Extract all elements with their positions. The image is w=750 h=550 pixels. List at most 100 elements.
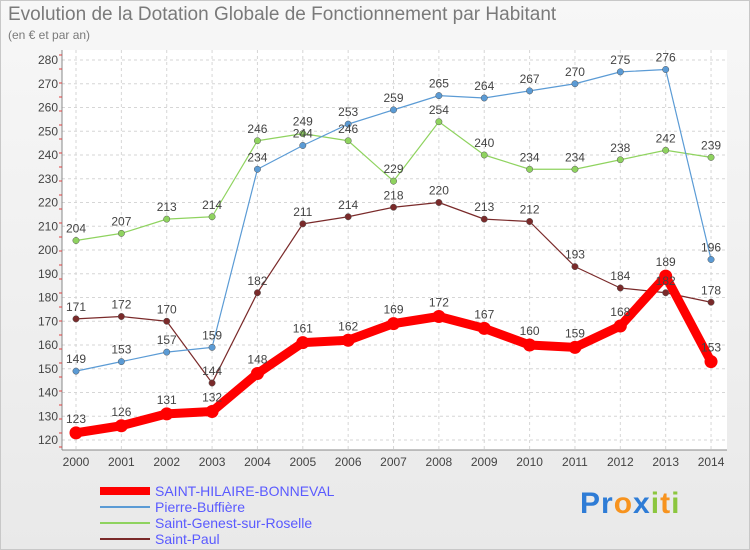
data-label: 270 [565, 65, 585, 79]
data-point [480, 151, 488, 159]
data-label: 239 [701, 138, 721, 152]
data-label: 182 [656, 274, 676, 288]
data-point [390, 203, 397, 211]
data-point [704, 355, 718, 369]
data-label: 159 [202, 328, 222, 342]
x-tick-label: 2014 [698, 455, 725, 469]
y-tick-label: 260 [38, 101, 58, 115]
data-point [72, 237, 80, 244]
data-point [117, 313, 125, 320]
x-tick-label: 2002 [153, 455, 180, 469]
logo-letter: r [601, 487, 614, 520]
data-point [435, 118, 443, 126]
axes: 120 130 140 150 160 170 180 190 200 210 220 230 240 2… [38, 50, 727, 469]
x-tick-label: 2012 [607, 455, 634, 469]
data-label: 212 [520, 203, 540, 217]
data-point [163, 317, 171, 325]
data-label: 254 [429, 103, 449, 117]
x-tick-label: 2007 [380, 455, 407, 469]
data-label: 184 [610, 269, 630, 283]
data-label: 193 [565, 248, 585, 262]
x-tick-label: 2006 [335, 455, 362, 469]
data-label: 246 [338, 122, 358, 136]
data-point [390, 106, 397, 114]
data-label: 196 [701, 241, 721, 255]
data-point [253, 165, 261, 173]
data-label: 168 [610, 305, 630, 319]
data-label: 131 [157, 393, 177, 407]
data-point [616, 68, 624, 76]
data-label: 189 [656, 255, 676, 269]
data-point [662, 289, 670, 297]
x-tick-label: 2000 [63, 455, 90, 469]
data-point [477, 321, 491, 335]
data-point [208, 379, 216, 387]
data-point [299, 220, 307, 228]
data-point [707, 256, 715, 263]
data-point [568, 340, 582, 354]
data-label: 169 [384, 303, 404, 317]
logo-letter: P [580, 487, 602, 520]
data-label: 229 [384, 162, 404, 176]
data-point [250, 367, 264, 380]
y-tick-label: 210 [38, 219, 58, 233]
data-label: 220 [429, 184, 449, 198]
data-point [341, 333, 355, 347]
data-point [117, 358, 125, 366]
data-label: 144 [202, 364, 222, 378]
data-point [526, 218, 534, 225]
data-point [72, 367, 80, 375]
y-tick-label: 140 [38, 386, 58, 400]
data-point [526, 165, 534, 173]
legend-swatch [100, 487, 150, 495]
data-label: 182 [247, 274, 267, 288]
legend-item: Saint-Genest-sur-Roselle [100, 515, 420, 531]
x-tick-label: 2010 [516, 455, 543, 469]
data-point [662, 66, 670, 73]
chart-title: Evolution de la Dotation Globale de Fonc… [8, 4, 557, 25]
data-point [208, 343, 216, 351]
x-tick-label: 2013 [652, 455, 679, 469]
data-label: 267 [520, 72, 540, 86]
data-labels: 123 126 131 132 148 161 162 169 172 167 160 159 168 1… [66, 51, 721, 426]
y-tick-label: 280 [38, 53, 58, 67]
data-label: 170 [157, 302, 177, 316]
chart-subtitle: (en € et par an) [8, 28, 91, 42]
y-tick-label: 250 [38, 124, 58, 138]
data-point [299, 130, 307, 138]
data-point [707, 298, 715, 306]
logo-letter: i [650, 487, 661, 520]
data-point [435, 92, 443, 100]
proxiti-logo: Proxiti [580, 487, 680, 521]
x-tick-label: 2009 [471, 455, 498, 469]
legend-label: Saint-Genest-sur-Roselle [155, 515, 313, 531]
data-label: 132 [202, 391, 222, 405]
data-label: 234 [247, 150, 267, 164]
data-label: 171 [66, 300, 86, 314]
data-label: 211 [293, 205, 312, 219]
data-point [163, 215, 171, 223]
y-tick-label: 240 [38, 148, 58, 162]
y-tick-label: 120 [38, 433, 58, 447]
data-label: 178 [701, 283, 721, 297]
data-point [205, 405, 219, 418]
data-label: 242 [656, 131, 676, 145]
data-label: 244 [293, 127, 313, 141]
y-tick-label: 270 [38, 77, 58, 91]
data-point [480, 94, 488, 102]
data-label: 213 [474, 200, 494, 214]
data-label: 234 [520, 150, 540, 164]
data-point [571, 80, 579, 88]
legend-label: Pierre-Buffière [155, 499, 246, 515]
x-tick-label: 2001 [108, 455, 135, 469]
data-label: 153 [701, 341, 721, 355]
data-label: 214 [338, 198, 358, 212]
data-point [659, 269, 673, 283]
legend-label: SAINT-HILAIRE-BONNEVAL [155, 483, 335, 499]
logo-letter: o [613, 487, 634, 520]
legend-swatch [100, 538, 150, 540]
data-label: 213 [157, 200, 177, 214]
x-tick-label: 2003 [199, 455, 226, 469]
data-point [390, 177, 397, 185]
data-label: 160 [520, 324, 540, 338]
